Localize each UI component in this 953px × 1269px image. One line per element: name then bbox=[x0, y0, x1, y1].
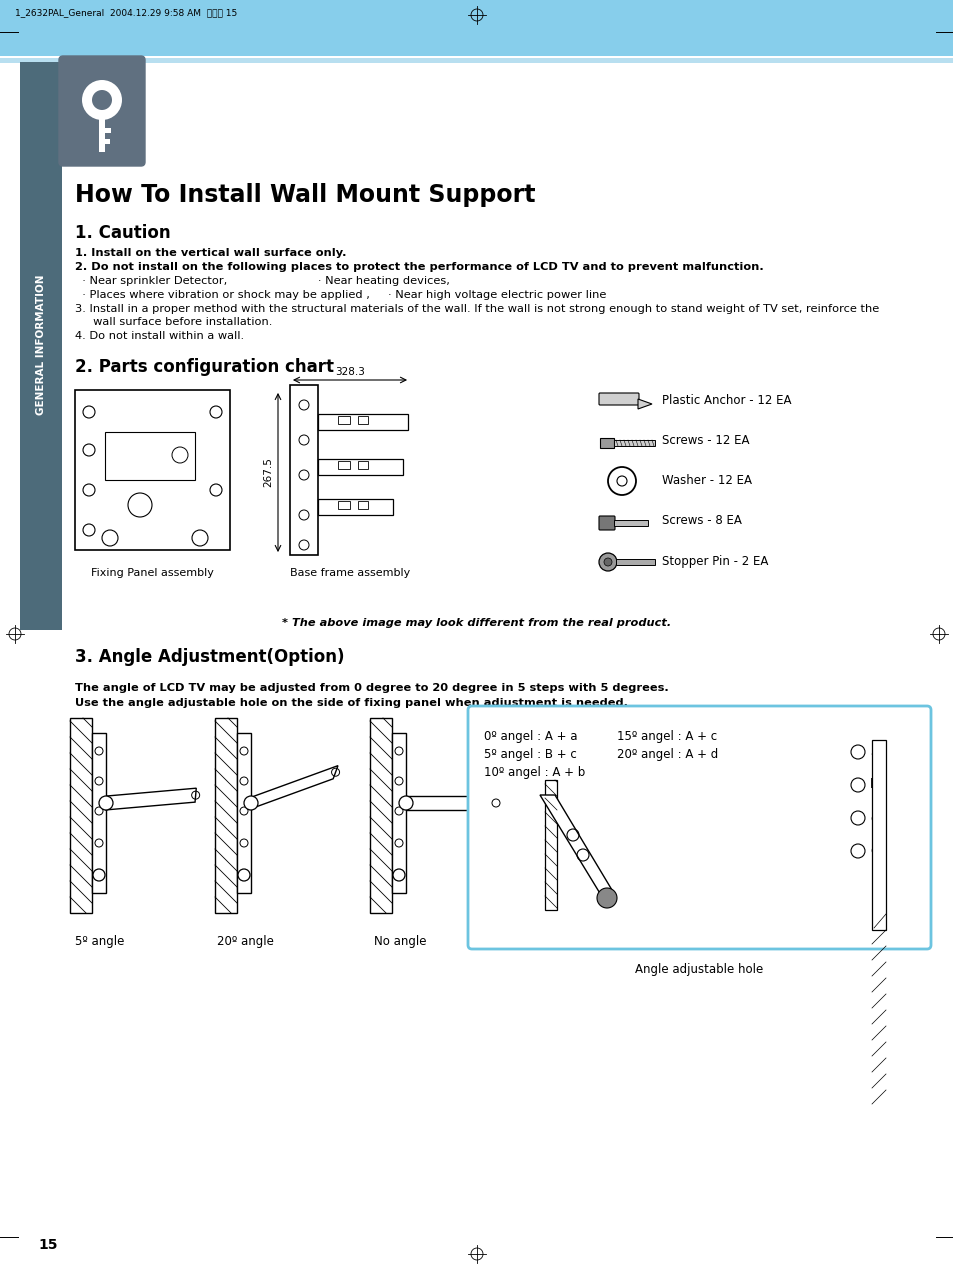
FancyBboxPatch shape bbox=[59, 56, 145, 166]
Bar bbox=[20, 62, 62, 629]
Bar bbox=[75, 390, 230, 549]
Text: 4. Do not install within a wall.: 4. Do not install within a wall. bbox=[75, 331, 244, 341]
Text: Washer - 12 EA: Washer - 12 EA bbox=[661, 475, 751, 487]
Bar bbox=[0, 0, 953, 56]
Polygon shape bbox=[614, 520, 647, 525]
Bar bbox=[337, 461, 350, 470]
Text: 5º angle: 5º angle bbox=[75, 935, 125, 948]
Bar bbox=[317, 459, 402, 475]
Text: * The above image may look different from the real product.: * The above image may look different fro… bbox=[282, 618, 671, 628]
Text: Plastic Anchor - 12 EA: Plastic Anchor - 12 EA bbox=[661, 395, 791, 407]
Polygon shape bbox=[99, 119, 105, 152]
Text: 15: 15 bbox=[38, 1239, 57, 1253]
Bar bbox=[70, 718, 91, 912]
Bar bbox=[236, 733, 251, 893]
Circle shape bbox=[393, 869, 405, 881]
Bar bbox=[105, 431, 194, 480]
Polygon shape bbox=[599, 438, 614, 448]
Bar bbox=[871, 740, 885, 930]
Text: Angle adjustable hole: Angle adjustable hole bbox=[634, 963, 762, 976]
Text: Screws - 12 EA: Screws - 12 EA bbox=[661, 434, 749, 448]
Text: 2. Parts configuration chart: 2. Parts configuration chart bbox=[75, 358, 334, 376]
Text: A: A bbox=[576, 843, 583, 853]
Bar bbox=[214, 718, 236, 912]
Circle shape bbox=[91, 90, 112, 110]
Bar bbox=[370, 718, 392, 912]
Text: a: a bbox=[869, 745, 877, 759]
Bar bbox=[317, 499, 393, 515]
Text: 5º angel : B + c: 5º angel : B + c bbox=[483, 747, 577, 761]
FancyBboxPatch shape bbox=[598, 516, 615, 530]
Text: How To Install Wall Mount Support: How To Install Wall Mount Support bbox=[75, 183, 535, 207]
Bar bbox=[392, 733, 406, 893]
Polygon shape bbox=[614, 440, 655, 445]
Text: 3. Angle Adjustment(Option): 3. Angle Adjustment(Option) bbox=[75, 648, 344, 666]
Text: 10º angel : A + b: 10º angel : A + b bbox=[483, 766, 584, 779]
Text: Stopper Pin - 2 EA: Stopper Pin - 2 EA bbox=[661, 555, 767, 567]
Bar bbox=[290, 385, 317, 555]
FancyBboxPatch shape bbox=[598, 393, 639, 405]
Text: wall surface before installation.: wall surface before installation. bbox=[75, 317, 273, 327]
Text: Use the angle adjustable hole on the side of fixing panel when adjustment is nee: Use the angle adjustable hole on the sid… bbox=[75, 698, 627, 708]
Circle shape bbox=[398, 796, 413, 810]
Polygon shape bbox=[616, 560, 655, 565]
Circle shape bbox=[82, 80, 122, 121]
Circle shape bbox=[99, 796, 112, 810]
Bar bbox=[357, 416, 368, 424]
Bar bbox=[0, 56, 953, 58]
Text: No angle: No angle bbox=[374, 935, 426, 948]
Text: B: B bbox=[585, 863, 593, 873]
Circle shape bbox=[92, 869, 105, 881]
Bar bbox=[544, 780, 557, 910]
Text: Screws - 8 EA: Screws - 8 EA bbox=[661, 514, 741, 528]
Circle shape bbox=[244, 796, 257, 810]
Bar bbox=[337, 501, 350, 509]
FancyBboxPatch shape bbox=[468, 706, 930, 949]
Polygon shape bbox=[406, 796, 496, 810]
Polygon shape bbox=[638, 398, 651, 409]
Bar bbox=[357, 461, 368, 470]
Text: 20º angle: 20º angle bbox=[216, 935, 274, 948]
Text: 1_2632PAL_General  2004.12.29 9:58 AM  페이지 15: 1_2632PAL_General 2004.12.29 9:58 AM 페이지… bbox=[15, 8, 237, 16]
Text: Fixing Panel assembly: Fixing Panel assembly bbox=[91, 569, 213, 577]
Text: d: d bbox=[869, 844, 877, 858]
Circle shape bbox=[598, 553, 617, 571]
Text: Base frame assembly: Base frame assembly bbox=[290, 569, 410, 577]
Circle shape bbox=[597, 888, 617, 909]
Text: · Places where vibration or shock may be applied ,     · Near high voltage elect: · Places where vibration or shock may be… bbox=[75, 291, 606, 299]
Text: 267.5: 267.5 bbox=[263, 457, 273, 487]
Text: 1. Caution: 1. Caution bbox=[75, 225, 171, 242]
Text: 328.3: 328.3 bbox=[335, 367, 365, 377]
Circle shape bbox=[603, 558, 612, 566]
Bar bbox=[0, 56, 953, 63]
Polygon shape bbox=[105, 128, 111, 133]
Text: The angle of LCD TV may be adjusted from 0 degree to 20 degree in 5 steps with 5: The angle of LCD TV may be adjusted from… bbox=[75, 683, 668, 693]
Polygon shape bbox=[105, 140, 110, 143]
Text: c: c bbox=[869, 811, 876, 825]
Text: 0º angel : A + a: 0º angel : A + a bbox=[483, 730, 577, 744]
Text: b: b bbox=[869, 778, 877, 792]
Text: 15º angel : A + c: 15º angel : A + c bbox=[617, 730, 717, 744]
Bar bbox=[337, 416, 350, 424]
Bar bbox=[357, 501, 368, 509]
Polygon shape bbox=[249, 765, 337, 810]
Text: 1. Install on the vertical wall surface only.: 1. Install on the vertical wall surface … bbox=[75, 247, 346, 258]
Bar bbox=[317, 414, 408, 430]
Bar bbox=[91, 733, 106, 893]
Circle shape bbox=[237, 869, 250, 881]
Text: · Near sprinkler Detector,                         · Near heating devices,: · Near sprinkler Detector, · Near heatin… bbox=[75, 275, 450, 286]
Text: 20º angel : A + d: 20º angel : A + d bbox=[617, 747, 718, 761]
Text: GENERAL INFORMATION: GENERAL INFORMATION bbox=[36, 275, 46, 415]
Polygon shape bbox=[105, 788, 196, 810]
Text: 2. Do not install on the following places to protect the performance of LCD TV a: 2. Do not install on the following place… bbox=[75, 261, 763, 272]
Polygon shape bbox=[539, 794, 615, 895]
Text: 3. Install in a proper method with the structural materials of the wall. If the : 3. Install in a proper method with the s… bbox=[75, 305, 879, 313]
